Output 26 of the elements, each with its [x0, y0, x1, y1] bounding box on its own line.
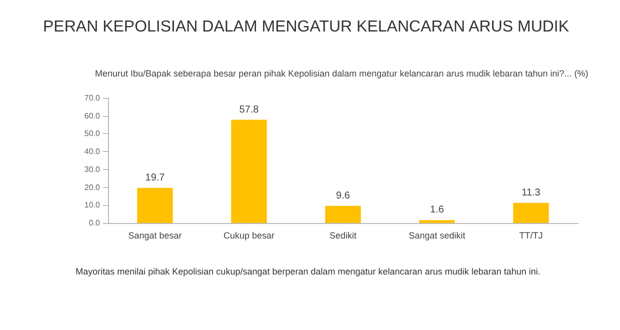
y-tick-label: 50.0: [84, 129, 101, 138]
y-tick-label: 0.0: [88, 218, 101, 228]
bar: [513, 202, 549, 223]
x-tick-label: Sangat sedikit: [408, 230, 466, 240]
x-tick-label: Sedikit: [329, 230, 358, 240]
y-tick-label: 10.0: [84, 200, 101, 210]
data-label: 1.6: [430, 204, 444, 216]
x-tick-label: Cukup besar: [223, 230, 275, 240]
chart-title: PERAN KEPOLISIAN DALAM MENGATUR KELANCARAN ARUS MUDIK: [43, 18, 570, 36]
bar: [419, 220, 455, 223]
bar: [231, 120, 267, 223]
y-tick-label: 60.0: [84, 111, 101, 120]
y-tick-label: 30.0: [84, 164, 101, 174]
bar: [325, 206, 361, 223]
chart-subtitle: Menurut Ibu/Bapak seberapa besar peran pihak Kepolisian dalam mengatur kelancaran arus mudik lebaran tahun ini?... (%): [95, 68, 588, 78]
y-tick-label: 40.0: [84, 147, 101, 156]
data-label: 11.3: [522, 187, 541, 198]
data-label: 57.8: [239, 104, 260, 116]
data-label: 9.6: [336, 190, 350, 202]
text: Mayoritas menilai pihak Kepolisian cukup/sangat berperan dalam mengatur kelancaran arus mudik lebaran tahun ini.: [76, 266, 540, 276]
y-tick-label: 20.0: [84, 182, 101, 192]
x-tick-label: TT/TJ: [519, 230, 543, 240]
x-tick-label: Sangat besar: [128, 230, 182, 240]
bar: [137, 188, 173, 223]
data-label: 19.7: [145, 172, 166, 184]
y-tick-label: 70.0: [84, 94, 101, 102]
